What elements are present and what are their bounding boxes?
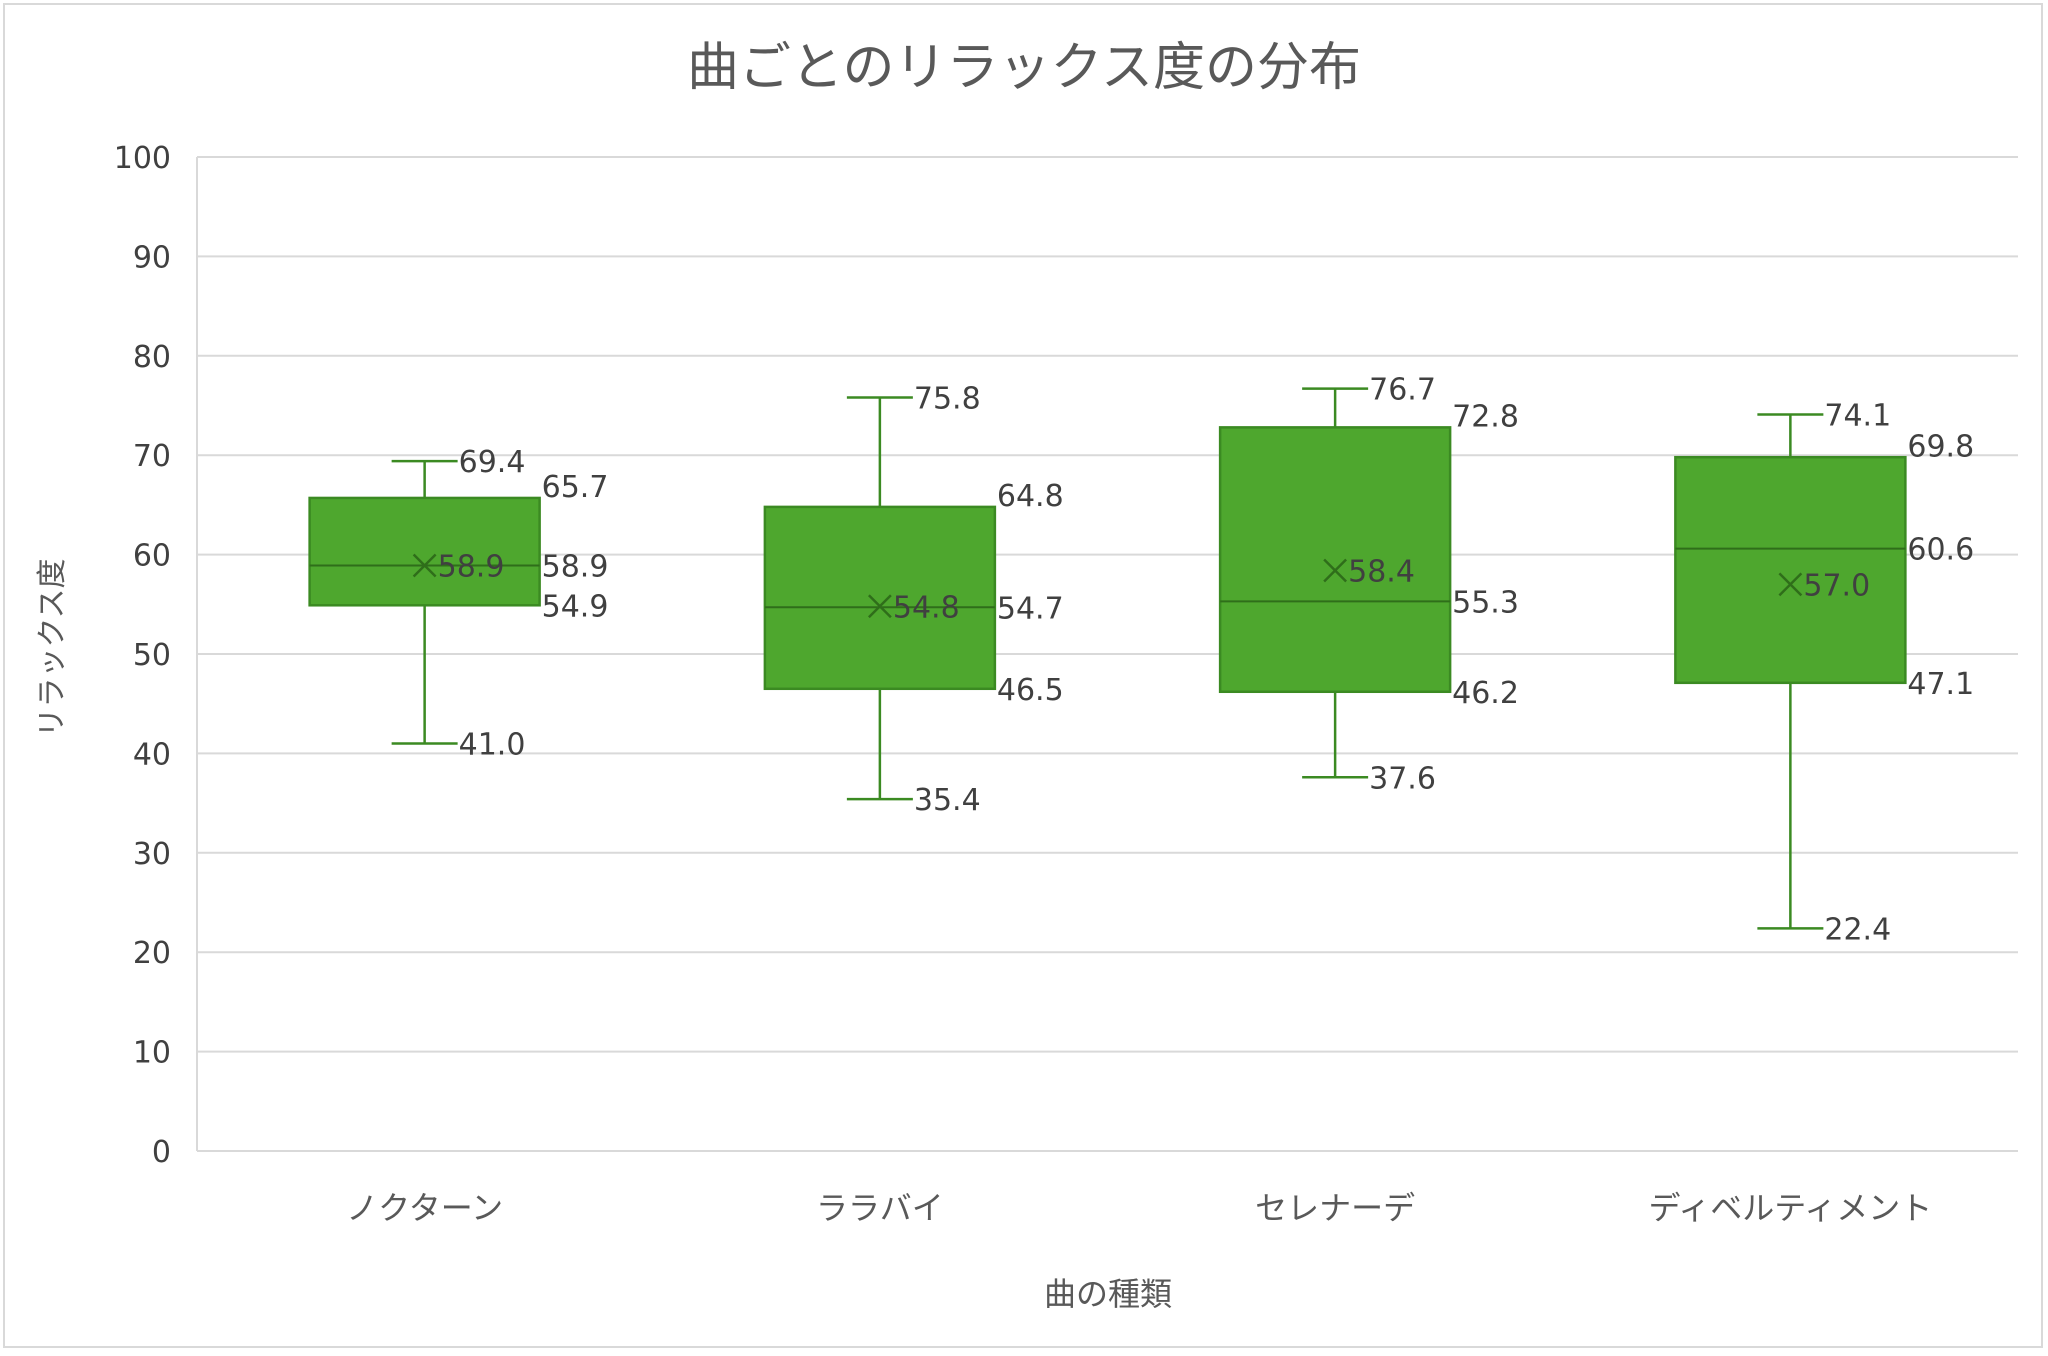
y-tick-label: 80 <box>133 340 171 375</box>
q1-label: 47.1 <box>1907 667 1974 702</box>
q3-label: 65.7 <box>542 470 609 505</box>
iqr-box <box>763 505 997 691</box>
mean-marker <box>1323 558 1348 583</box>
mean-marker-stroke <box>412 553 437 578</box>
box-series <box>308 387 1907 930</box>
y-tick-label: 50 <box>133 638 171 673</box>
box-3 <box>1218 387 1452 779</box>
y-axis-ticks: 0 10 20 30 40 50 60 70 80 90 100 <box>114 141 171 1170</box>
iqr-box <box>1218 426 1452 694</box>
chart-title: 曲ごとのリラックス度の分布 <box>687 38 1361 98</box>
mean-marker <box>412 553 437 578</box>
median-label: 58.9 <box>542 550 609 585</box>
y-tick-label: 100 <box>114 141 171 176</box>
box-1 <box>308 459 541 745</box>
y-tick-label: 30 <box>133 837 171 872</box>
iqr-box <box>308 496 541 607</box>
y-tick-label: 70 <box>133 439 171 474</box>
mean-label: 57.0 <box>1803 568 1870 603</box>
y-axis-title: リラックス度 <box>35 558 70 737</box>
q3-label: 69.8 <box>1907 429 1974 464</box>
box-2 <box>763 396 997 801</box>
y-tick-label: 90 <box>133 240 171 275</box>
mean-label: 54.8 <box>893 590 960 625</box>
q3-label: 64.8 <box>997 479 1064 514</box>
x-tick-label: ノクターン <box>346 1189 503 1227</box>
box-4 <box>1674 413 1907 930</box>
mean-marker-stroke <box>1323 558 1348 583</box>
max-label: 69.4 <box>459 445 526 480</box>
max-label: 76.7 <box>1369 373 1436 408</box>
x-tick-label: セレナーデ <box>1255 1189 1415 1227</box>
max-label: 74.1 <box>1824 398 1891 433</box>
x-tick-label: ディベルティメント <box>1648 1189 1932 1227</box>
min-label: 35.4 <box>914 783 981 818</box>
max-label: 75.8 <box>914 382 981 417</box>
y-tick-label: 10 <box>133 1036 171 1071</box>
q3-label: 72.8 <box>1452 399 1519 434</box>
x-axis-ticks: ノクターン ララバイ セレナーデ ディベルティメント <box>346 1189 1932 1227</box>
q1-label: 54.9 <box>542 589 609 624</box>
mean-marker-stroke <box>867 594 892 619</box>
median-label: 55.3 <box>1452 585 1519 620</box>
mean-marker <box>1778 572 1803 597</box>
y-tick-label: 40 <box>133 737 171 772</box>
mean-label: 58.9 <box>438 550 505 585</box>
x-axis-title: 曲の種類 <box>1044 1275 1172 1313</box>
y-tick-label: 60 <box>133 539 171 574</box>
mean-label: 58.4 <box>1348 555 1415 590</box>
x-tick-label: ララバイ <box>816 1189 944 1227</box>
q1-label: 46.5 <box>997 673 1064 708</box>
median-label: 60.6 <box>1907 533 1974 568</box>
min-label: 37.6 <box>1369 761 1436 796</box>
median-label: 54.7 <box>997 591 1064 626</box>
y-tick-label: 20 <box>133 936 171 971</box>
min-label: 41.0 <box>459 727 526 762</box>
y-tick-label: 0 <box>152 1135 171 1170</box>
min-label: 22.4 <box>1824 912 1891 947</box>
iqr-box <box>1674 455 1907 685</box>
mean-marker-stroke <box>1778 572 1803 597</box>
mean-marker <box>867 594 892 619</box>
q1-label: 46.2 <box>1452 676 1519 711</box>
data-labels: 69.4 41.0 65.7 54.9 58.9 58.9 75.8 35.4 64.8 46.5… <box>438 373 1975 948</box>
